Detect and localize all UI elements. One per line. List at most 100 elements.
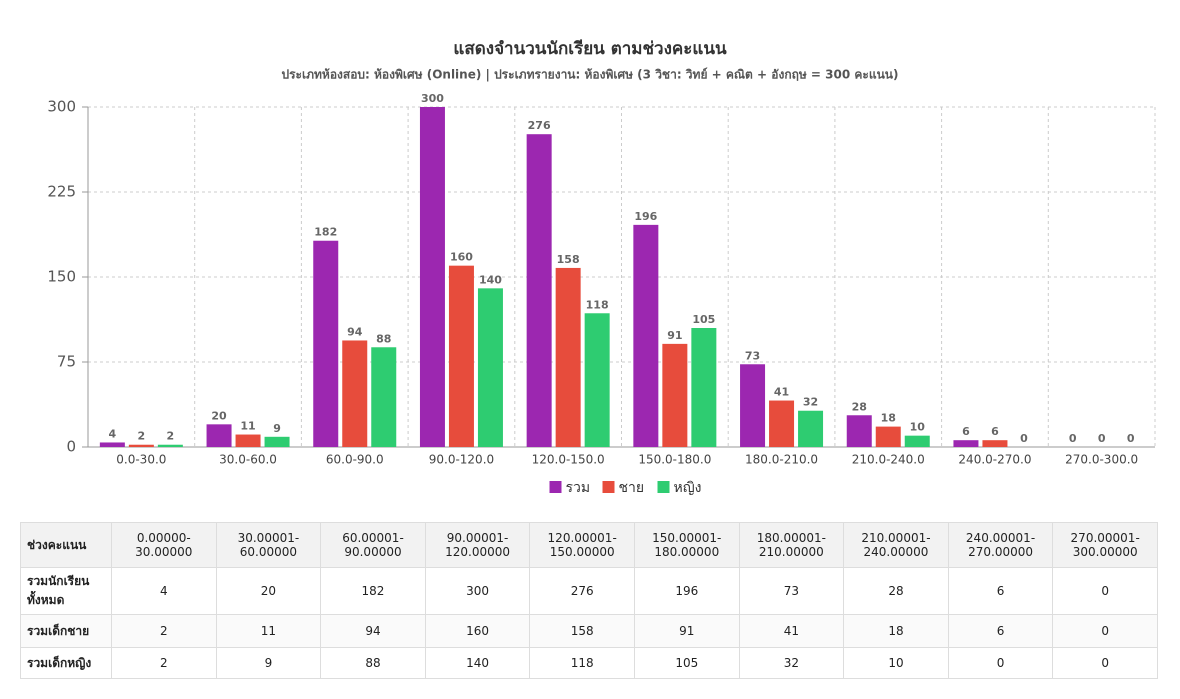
bar [526,134,552,447]
table-cell: 10 [843,647,949,679]
table-row: รวมเด็กหญิง 2 9 88 140 118 105 32 10 0 0 [20,647,1158,679]
bar [477,288,503,447]
table-cell: 120.00001-150.00000 [529,522,635,568]
data-label: 276 [528,119,551,132]
table-cell: 2 [111,614,217,648]
bar [875,426,901,447]
table-cell: 182 [320,567,426,615]
bar [128,444,154,447]
data-label: 41 [774,386,789,399]
table-row: รวมเด็กชาย 2 11 94 160 158 91 41 18 6 0 [20,614,1158,648]
table-cell: 41 [738,614,845,648]
legend-swatch [602,481,615,493]
y-tick-label: 300 [47,98,76,116]
x-tick-label: 150.0-180.0 [638,453,711,467]
table-cell: 90.00001-120.00000 [424,522,531,568]
data-label: 140 [479,273,502,286]
bar [448,265,474,447]
table-cell: 300 [424,567,531,615]
table-cell: 60.00001-90.00000 [320,522,426,568]
table-cell: 94 [320,614,426,648]
bar [206,424,232,447]
data-label: 91 [667,329,682,342]
data-label: 18 [881,412,896,425]
table-cell: 180.00001-210.00000 [738,522,845,568]
bar [419,107,445,447]
bar [584,313,610,447]
x-tick-label: 90.0-120.0 [429,453,494,467]
table-cell: 105 [633,647,740,679]
table-cell: 158 [529,614,635,648]
data-label: 10 [910,421,926,434]
table-cell: 0 [1052,567,1158,615]
data-label: 118 [586,298,609,311]
data-label: 196 [634,210,657,223]
table-cell: 210.00001-240.00000 [843,522,949,568]
bar [953,440,979,447]
data-label: 28 [852,400,867,413]
bar [740,364,766,447]
legend-swatch [549,481,562,493]
table-cell: 276 [529,567,635,615]
data-label: 9 [273,422,281,435]
table-cell: 0.00000-30.00000 [111,522,217,568]
legend-label: หญิง [674,480,702,496]
data-label: 300 [421,92,444,105]
table-cell: 150.00001-180.00000 [633,522,740,568]
data-label: 2 [138,430,146,443]
table-cell: 91 [633,614,740,648]
table-cell: 118 [529,647,635,679]
bar [555,267,581,447]
table-cell: รวมเด็กหญิง [20,647,112,679]
legend-swatch [657,481,670,493]
bar [313,240,339,447]
y-tick-label: 75 [57,353,76,371]
x-tick-label: 240.0-270.0 [958,453,1031,467]
bar [371,347,397,447]
y-tick-label: 0 [66,438,76,456]
chart: แสดงจำนวนนักเรียน ตามช่วงคะแนน ประเภทห้อ… [47,38,1156,496]
table-cell: 0 [1052,614,1158,648]
table-cell: 160 [424,614,531,648]
data-label: 160 [450,251,473,264]
bar [342,340,368,447]
table-cell: 88 [320,647,426,679]
table-cell: 30.00001-60.00000 [215,522,322,568]
data-label: 88 [376,332,391,345]
chart-subtitle: ประเภทห้องสอบ: ห้องพิเศษ (Online) | ประเ… [281,68,898,82]
x-tick-label: 60.0-90.0 [326,453,384,467]
bar [982,440,1008,447]
data-label: 158 [557,253,580,266]
table-cell: ช่วงคะแนน [20,522,112,568]
bar [235,434,261,447]
legend-label: ชาย [619,480,645,496]
data-label: 2 [167,430,175,443]
table-header: ช่วงคะแนน 0.00000-30.00000 30.00001-60.000… [20,522,1158,568]
legend-label: รวม [566,480,591,496]
data-table: ช่วงคะแนน 0.00000-30.00000 30.00001-60.000… [20,522,1158,679]
x-tick-label: 30.0-60.0 [219,453,277,467]
table-cell: 270.00001-300.00000 [1052,522,1158,568]
table-cell: 9 [215,647,322,679]
bar [633,224,659,447]
y-tick-label: 150 [47,268,76,286]
data-label: 94 [347,325,363,338]
table-cell: 18 [843,614,949,648]
data-label: 182 [314,226,337,239]
data-label: 20 [211,409,227,422]
data-label: 0 [1020,432,1028,445]
y-tick-label: 225 [47,183,76,201]
x-tick-label: 0.0-30.0 [116,453,166,467]
bar [691,328,717,447]
data-label: 0 [1098,432,1106,445]
table-cell: 140 [424,647,531,679]
bar [846,415,872,447]
data-label: 6 [991,425,999,438]
table-row: รวมนักเรียนทั้งหมด 4 20 182 300 276 196 73 28 6 0 [20,567,1158,615]
table-cell: 11 [215,614,322,648]
table-cell: 73 [738,567,845,615]
x-tick-label: 210.0-240.0 [852,453,925,467]
bar [904,435,930,447]
table-cell: 240.00001-270.00000 [947,522,1054,568]
table-cell: 6 [947,614,1054,648]
